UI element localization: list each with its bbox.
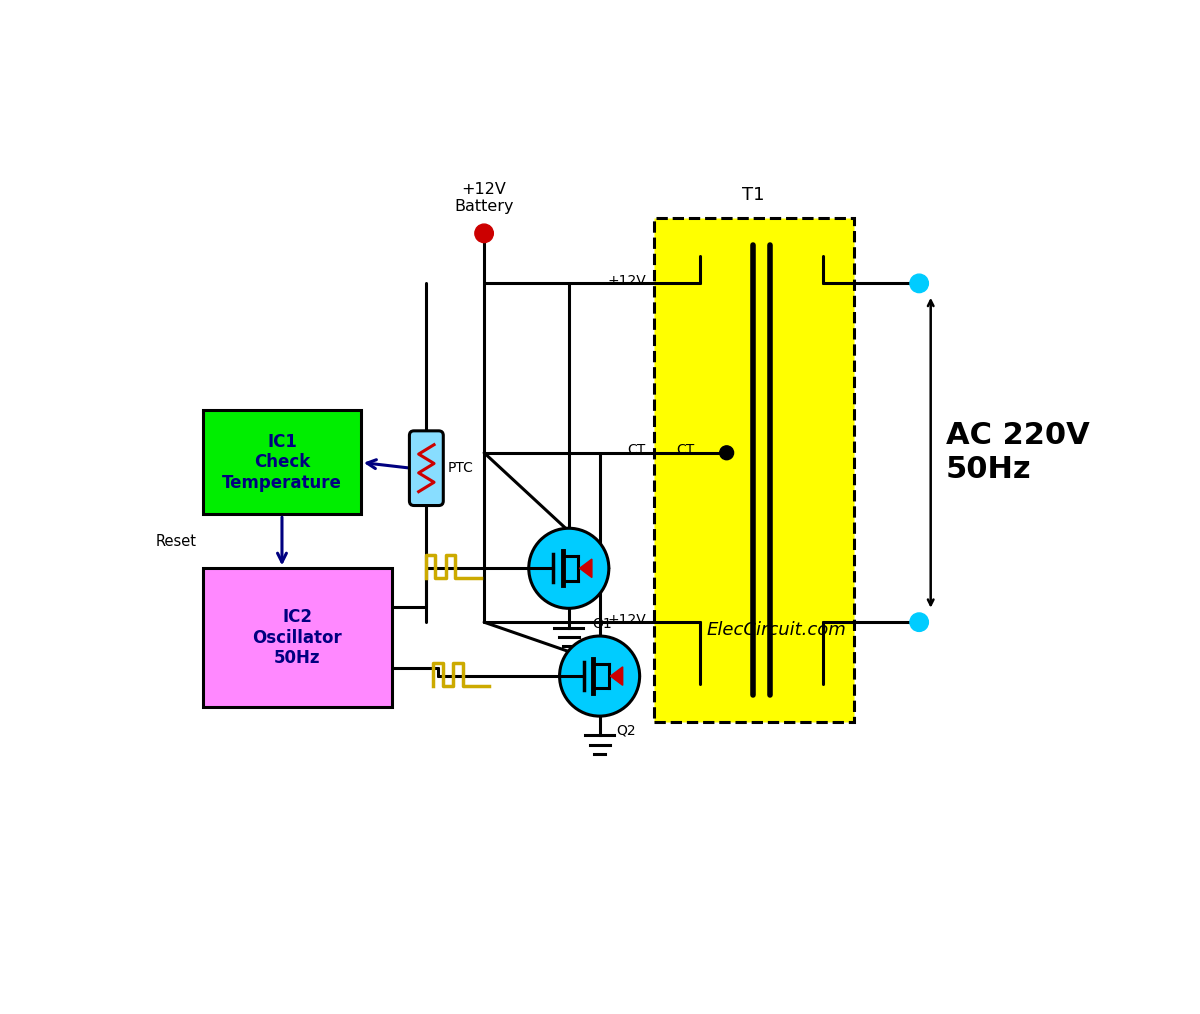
Text: PTC: PTC xyxy=(448,461,474,476)
Circle shape xyxy=(910,612,929,632)
Text: CT: CT xyxy=(677,443,695,457)
Text: Q2: Q2 xyxy=(617,724,636,738)
Circle shape xyxy=(720,446,733,459)
Circle shape xyxy=(910,274,929,293)
FancyBboxPatch shape xyxy=(409,431,443,506)
Circle shape xyxy=(559,636,640,716)
Polygon shape xyxy=(580,559,592,578)
Text: IC1
Check
Temperature: IC1 Check Temperature xyxy=(222,433,342,492)
Text: Q1: Q1 xyxy=(592,617,612,630)
Text: ElecCircuit.com: ElecCircuit.com xyxy=(707,621,846,639)
Circle shape xyxy=(529,528,608,608)
Bar xyxy=(654,218,853,722)
Text: CT: CT xyxy=(628,443,646,457)
Text: +12V: +12V xyxy=(607,612,646,627)
Circle shape xyxy=(475,224,493,242)
Text: IC2
Oscillator
50Hz: IC2 Oscillator 50Hz xyxy=(252,607,342,667)
Text: T1: T1 xyxy=(743,187,764,204)
Polygon shape xyxy=(611,667,623,685)
Bar xyxy=(203,568,391,707)
Text: +12V
Battery: +12V Battery xyxy=(455,182,514,214)
Bar xyxy=(203,411,361,514)
Text: Reset: Reset xyxy=(156,533,197,549)
Text: AC 220V
50Hz: AC 220V 50Hz xyxy=(946,422,1090,484)
Text: +12V: +12V xyxy=(607,274,646,288)
